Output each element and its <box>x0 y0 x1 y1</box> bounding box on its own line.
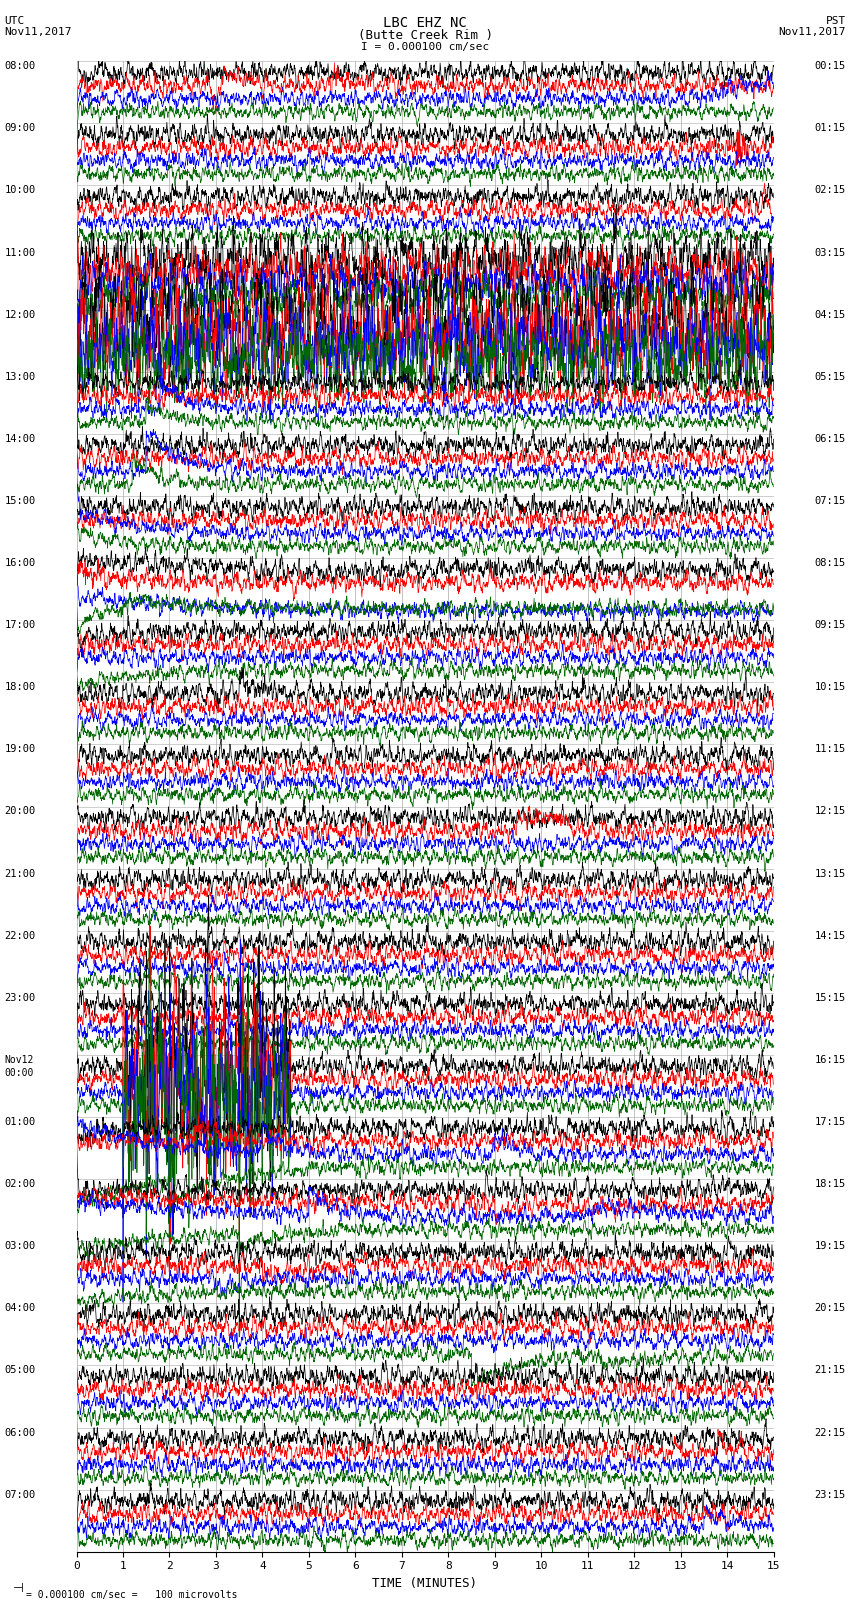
Text: 06:00: 06:00 <box>4 1428 36 1437</box>
Text: 05:15: 05:15 <box>814 373 846 382</box>
Text: I = 0.000100 cm/sec: I = 0.000100 cm/sec <box>361 42 489 52</box>
Text: Nov11,2017: Nov11,2017 <box>779 27 846 37</box>
Text: 10:15: 10:15 <box>814 682 846 692</box>
Text: 01:15: 01:15 <box>814 124 846 134</box>
Text: ⊣: ⊣ <box>13 1582 24 1595</box>
Text: 15:15: 15:15 <box>814 994 846 1003</box>
Text: 11:15: 11:15 <box>814 745 846 755</box>
Text: Nov11,2017: Nov11,2017 <box>4 27 71 37</box>
Text: (Butte Creek Rim ): (Butte Creek Rim ) <box>358 29 492 42</box>
Text: 17:15: 17:15 <box>814 1116 846 1127</box>
Text: 02:15: 02:15 <box>814 185 846 195</box>
Text: 07:15: 07:15 <box>814 497 846 506</box>
X-axis label: TIME (MINUTES): TIME (MINUTES) <box>372 1578 478 1590</box>
Text: UTC: UTC <box>4 16 25 26</box>
Text: 06:15: 06:15 <box>814 434 846 444</box>
Text: 04:15: 04:15 <box>814 310 846 319</box>
Text: 21:15: 21:15 <box>814 1365 846 1376</box>
Text: 19:00: 19:00 <box>4 745 36 755</box>
Text: 04:00: 04:00 <box>4 1303 36 1313</box>
Text: 20:15: 20:15 <box>814 1303 846 1313</box>
Text: 23:15: 23:15 <box>814 1490 846 1500</box>
Text: 11:00: 11:00 <box>4 247 36 258</box>
Text: 23:00: 23:00 <box>4 994 36 1003</box>
Text: 14:00: 14:00 <box>4 434 36 444</box>
Text: LBC EHZ NC: LBC EHZ NC <box>383 16 467 31</box>
Text: 10:00: 10:00 <box>4 185 36 195</box>
Text: 09:15: 09:15 <box>814 621 846 631</box>
Text: PST: PST <box>825 16 846 26</box>
Text: 21:00: 21:00 <box>4 868 36 879</box>
Text: 03:00: 03:00 <box>4 1242 36 1252</box>
Text: 13:00: 13:00 <box>4 373 36 382</box>
Text: 09:00: 09:00 <box>4 124 36 134</box>
Text: 15:00: 15:00 <box>4 497 36 506</box>
Text: 19:15: 19:15 <box>814 1242 846 1252</box>
Text: = 0.000100 cm/sec =   100 microvolts: = 0.000100 cm/sec = 100 microvolts <box>26 1590 237 1600</box>
Text: 02:00: 02:00 <box>4 1179 36 1189</box>
Text: 03:15: 03:15 <box>814 247 846 258</box>
Text: 18:15: 18:15 <box>814 1179 846 1189</box>
Text: 00:00: 00:00 <box>4 1068 34 1077</box>
Text: 20:00: 20:00 <box>4 806 36 816</box>
Text: 12:15: 12:15 <box>814 806 846 816</box>
Text: 01:00: 01:00 <box>4 1116 36 1127</box>
Text: 16:15: 16:15 <box>814 1055 846 1065</box>
Text: 08:15: 08:15 <box>814 558 846 568</box>
Text: 05:00: 05:00 <box>4 1365 36 1376</box>
Text: 14:15: 14:15 <box>814 931 846 940</box>
Text: 12:00: 12:00 <box>4 310 36 319</box>
Text: 08:00: 08:00 <box>4 61 36 71</box>
Text: 17:00: 17:00 <box>4 621 36 631</box>
Text: 00:15: 00:15 <box>814 61 846 71</box>
Text: 16:00: 16:00 <box>4 558 36 568</box>
Text: 22:15: 22:15 <box>814 1428 846 1437</box>
Text: 07:00: 07:00 <box>4 1490 36 1500</box>
Text: 22:00: 22:00 <box>4 931 36 940</box>
Text: Nov12: Nov12 <box>4 1055 34 1065</box>
Text: 18:00: 18:00 <box>4 682 36 692</box>
Text: 13:15: 13:15 <box>814 868 846 879</box>
